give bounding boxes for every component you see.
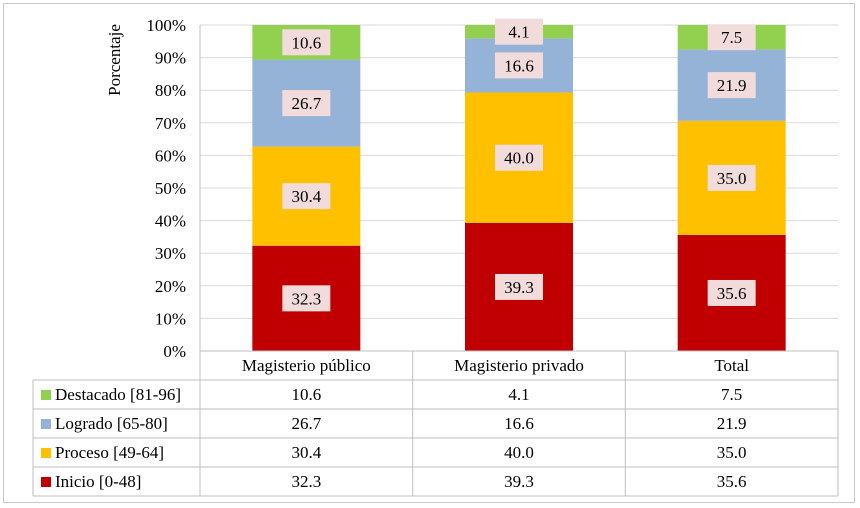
data-label-box [282,29,331,56]
chart-frame [3,3,855,503]
data-label-box [495,18,543,45]
y-tick-label: 20% [155,277,186,296]
y-tick-label: 30% [155,244,186,263]
data-label-box [282,285,331,312]
data-label: 10.6 [291,33,321,52]
legend-label: Inicio [0-48] [55,472,141,491]
table-cell: 35.6 [717,472,747,491]
data-table: Magisterio público Magisterio privado Tota… [32,350,839,497]
table-cell: 30.4 [291,443,321,462]
data-label-box [495,52,543,79]
data-label: 7.5 [721,28,742,47]
data-label-box [282,183,331,210]
table-cell: 40.0 [504,443,534,462]
table-cell: 10.6 [291,385,321,404]
y-tick-label: 90% [155,49,186,68]
data-label: 30.4 [291,187,321,206]
legend-label: Proceso [49-64] [55,443,164,462]
data-label: 21.9 [717,76,747,95]
data-label-box [495,273,543,300]
data-label-box [707,279,756,306]
table-cell: 7.5 [721,385,742,404]
y-tick-label: 60% [155,146,186,165]
data-label-box [707,72,756,99]
y-tick-label: 100% [146,16,186,35]
data-label: 26.7 [291,94,321,113]
legend-swatch [41,477,51,487]
table-cell: 32.3 [291,472,321,491]
data-label: 40.0 [504,149,534,168]
data-label: 32.3 [291,289,321,308]
table-cell: 26.7 [291,414,321,433]
table-cell: 4.1 [508,385,529,404]
y-tick-label: 0% [163,342,186,361]
legend-swatch [41,390,51,400]
data-label: 4.1 [508,23,529,42]
data-label-box [282,90,331,117]
legend-label: Logrado [65-80] [55,414,168,433]
data-label-box [495,144,543,171]
category-label: Total [714,356,749,375]
legend-swatch [41,448,51,458]
data-label: 16.6 [504,56,534,75]
y-tick-label: 70% [155,114,186,133]
legend-label: Destacado [81-96] [55,385,181,404]
table-cell: 35.0 [717,443,747,462]
category-label: Magisterio privado [454,356,584,375]
y-tick-label: 10% [155,309,186,328]
y-tick-label: 50% [155,179,186,198]
data-label: 39.3 [504,278,534,297]
y-tick-label: 80% [155,81,186,100]
table-cell: 39.3 [504,472,534,491]
data-label: 35.6 [717,284,747,303]
y-tick-label: 40% [155,212,186,231]
data-label: 35.0 [717,169,747,188]
data-label-box [707,24,756,51]
y-axis-label: Porcentaje [105,24,124,96]
legend-swatch [41,419,51,429]
table-cell: 21.9 [717,414,747,433]
table-cell: 16.6 [504,414,534,433]
category-label: Magisterio público [242,356,371,375]
data-label-box [707,164,756,191]
bars: 32.3 30.4 26.7 10.6 39.3 40.0 16.6 4.1 35.6 35.0 2… [252,18,786,351]
axes: 0% 10% 20% 30% 40% 50% 60% 70% 80% 90% 100% [146,16,201,361]
